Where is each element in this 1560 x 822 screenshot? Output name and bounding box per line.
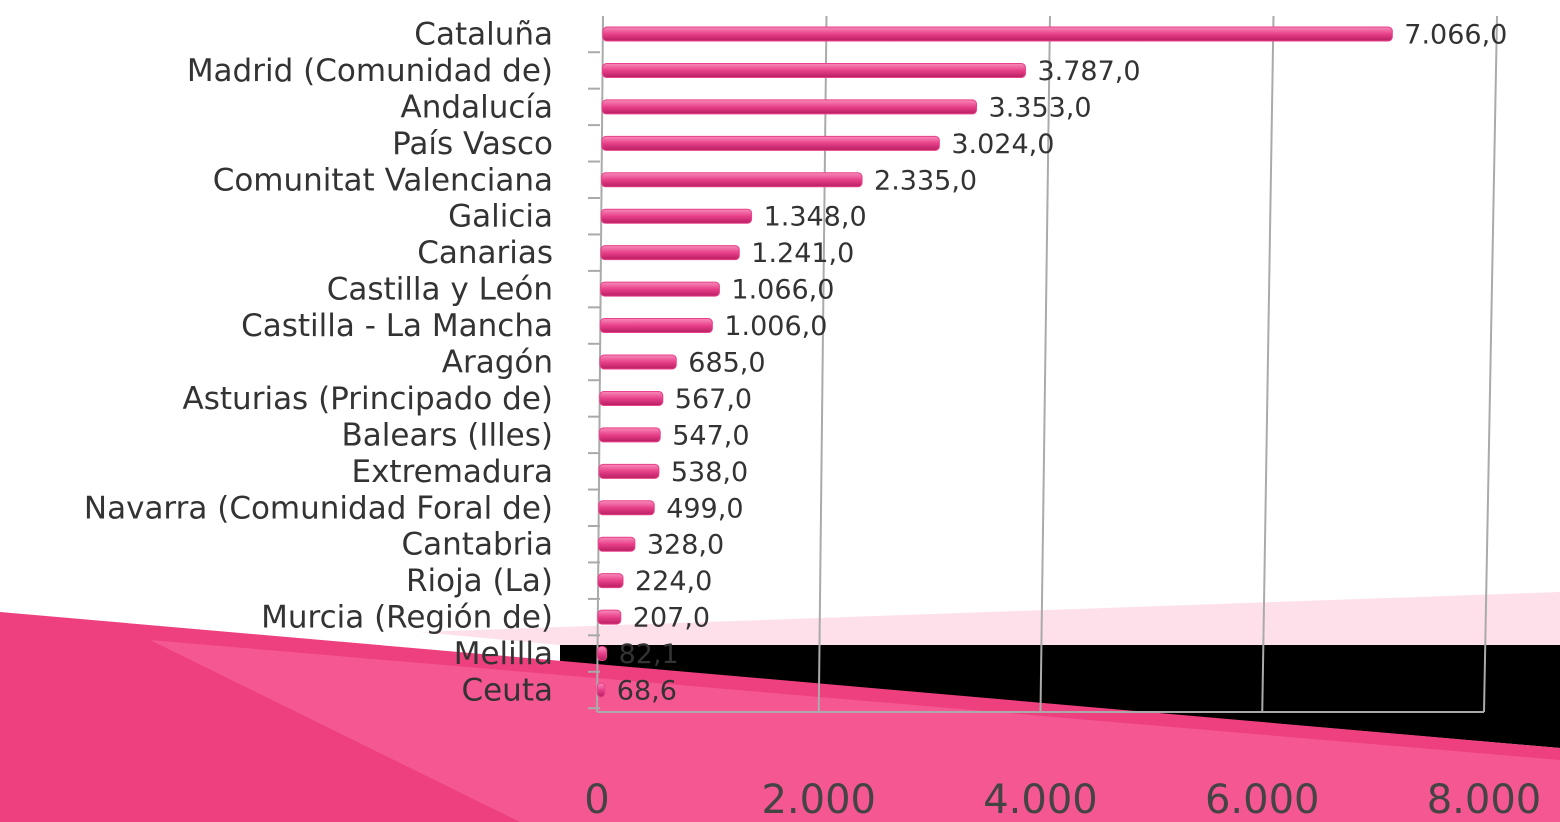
y-tick-label: Castilla - La Mancha <box>241 308 553 344</box>
bar <box>597 683 605 697</box>
value-label: 7.066,0 <box>1404 20 1507 51</box>
value-label: 2.335,0 <box>874 165 977 196</box>
x-tick-label: 2.000 <box>761 777 876 822</box>
bar <box>599 428 660 442</box>
bar <box>600 391 663 405</box>
value-label: 1.348,0 <box>764 202 867 233</box>
y-tick-label: Ceuta <box>461 673 553 709</box>
value-label: 3.787,0 <box>1037 56 1140 87</box>
y-tick-label: País Vasco <box>392 126 553 162</box>
value-label: 538,0 <box>671 457 748 488</box>
bar <box>599 501 654 515</box>
y-tick-label: Asturias (Principado de) <box>183 381 553 417</box>
bar <box>598 574 623 588</box>
bar <box>602 173 862 187</box>
x-tick-label: 0 <box>584 777 609 822</box>
bar <box>603 63 1026 77</box>
y-tick-label: Balears (Illes) <box>342 417 553 453</box>
x-tick-label: 8.000 <box>1427 777 1542 822</box>
bar <box>602 136 939 150</box>
y-tick-label: Aragón <box>442 345 553 381</box>
x-tick-label: 6.000 <box>1205 777 1320 822</box>
bar <box>599 464 659 478</box>
value-label: 224,0 <box>635 566 712 597</box>
y-tick-label: Rioja (La) <box>406 563 553 599</box>
bar <box>598 610 621 624</box>
value-label: 499,0 <box>666 493 743 524</box>
value-label: 1.241,0 <box>751 238 854 269</box>
value-label: 547,0 <box>672 420 749 451</box>
value-label: 207,0 <box>633 603 710 634</box>
y-tick-label: Melilla <box>454 636 553 672</box>
bar <box>603 27 1392 41</box>
value-label: 1.066,0 <box>731 275 834 306</box>
bar <box>600 355 676 369</box>
x-tick-label: 4.000 <box>983 777 1098 822</box>
y-tick-label: Galicia <box>448 199 553 235</box>
value-label: 82,1 <box>619 639 679 670</box>
y-tick-label: Castilla y León <box>327 272 553 308</box>
decor-band <box>420 592 1560 645</box>
y-tick-label: Andalucía <box>401 89 553 125</box>
slide: 0 2.000 4.000 6.000 8.000 Cataluña 7.066,0 Madr… <box>0 0 1560 822</box>
value-label: 567,0 <box>675 384 752 415</box>
value-label: 1.006,0 <box>724 311 827 342</box>
y-tick-label: Murcia (Región de) <box>261 600 553 636</box>
grid-line <box>819 16 827 712</box>
value-label: 68,6 <box>617 676 677 707</box>
y-tick-label: Navarra (Comunidad Foral de) <box>84 490 553 526</box>
value-label: 328,0 <box>647 530 724 561</box>
y-tick-label: Canarias <box>417 235 553 271</box>
value-label: 3.024,0 <box>951 129 1054 160</box>
y-tick-label: Extremadura <box>352 454 554 490</box>
value-label: 3.353,0 <box>989 92 1092 123</box>
bar <box>598 647 607 661</box>
bar <box>601 246 739 260</box>
value-label: 685,0 <box>688 348 765 379</box>
y-tick-label: Cataluña <box>414 17 553 53</box>
bar <box>598 537 634 551</box>
bar <box>601 209 751 223</box>
bar <box>600 319 712 333</box>
bar <box>602 100 976 114</box>
y-tick-label: Comunitat Valenciana <box>213 162 553 198</box>
y-tick-label: Madrid (Comunidad de) <box>187 53 553 89</box>
bar <box>601 282 720 296</box>
y-tick-label: Cantabria <box>402 527 553 563</box>
